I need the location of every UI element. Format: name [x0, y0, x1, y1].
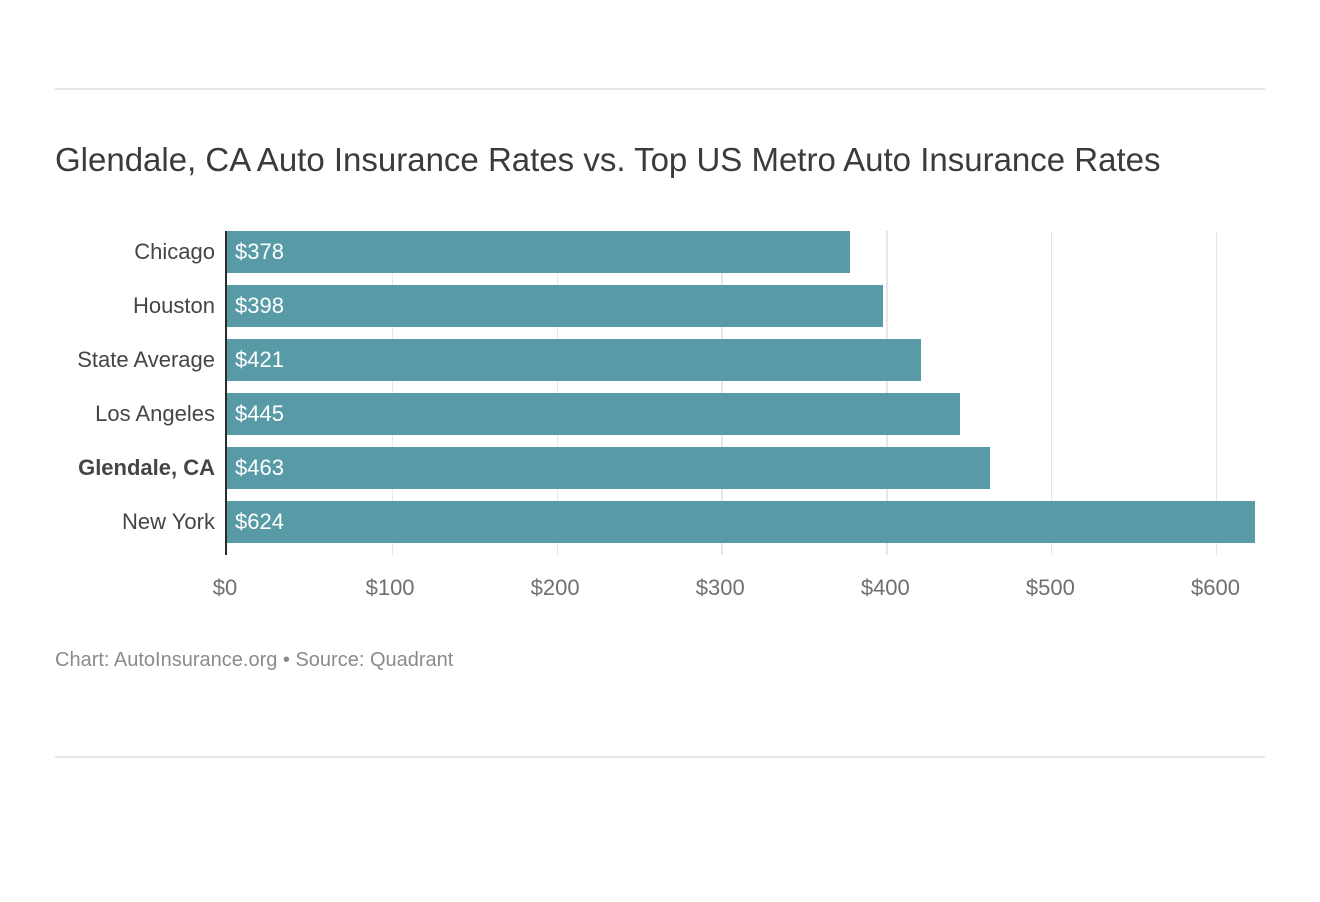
bar-value-label: $398	[227, 293, 284, 319]
bar: $624	[227, 501, 1255, 543]
bar: $421	[227, 339, 921, 381]
y-axis-label: New York	[55, 501, 215, 543]
chart-area: Chicago Houston State Average Los Angeles Gl…	[55, 231, 1265, 611]
chart-credit: Chart: AutoInsurance.org • Source: Quadr…	[55, 649, 1265, 672]
bar-value-label: $421	[227, 347, 284, 373]
chart-title: Glendale, CA Auto Insurance Rates vs. To…	[55, 138, 1265, 183]
y-axis-label: Houston	[55, 285, 215, 327]
bar-row: $398	[227, 285, 1265, 327]
x-tick-label: $200	[531, 575, 580, 601]
bar-value-label: $378	[227, 239, 284, 265]
y-axis-label: Chicago	[55, 231, 215, 273]
bar-value-label: $445	[227, 401, 284, 427]
bar-row: $463	[227, 447, 1265, 489]
bar: $463	[227, 447, 990, 489]
x-tick-label: $300	[696, 575, 745, 601]
bar: $398	[227, 285, 883, 327]
divider-bottom	[55, 756, 1265, 758]
y-axis-labels: Chicago Houston State Average Los Angeles Gl…	[55, 231, 215, 555]
x-tick-label: $0	[213, 575, 237, 601]
plot-region: $378 $398 $421 $445 $463 $624	[225, 231, 1265, 555]
chart-container: Glendale, CA Auto Insurance Rates vs. To…	[0, 0, 1320, 758]
divider-top	[55, 88, 1265, 90]
x-tick-label: $600	[1191, 575, 1240, 601]
bar: $445	[227, 393, 960, 435]
y-axis-label: Los Angeles	[55, 393, 215, 435]
bar-row: $421	[227, 339, 1265, 381]
bar-row: $445	[227, 393, 1265, 435]
y-axis-label: State Average	[55, 339, 215, 381]
bar-value-label: $463	[227, 455, 284, 481]
y-axis-label: Glendale, CA	[55, 447, 215, 489]
bar-row: $378	[227, 231, 1265, 273]
x-tick-label: $500	[1026, 575, 1075, 601]
x-tick-label: $400	[861, 575, 910, 601]
bar-row: $624	[227, 501, 1265, 543]
bar: $378	[227, 231, 850, 273]
x-tick-label: $100	[366, 575, 415, 601]
x-axis: $0$100$200$300$400$500$600	[225, 565, 1265, 611]
bar-value-label: $624	[227, 509, 284, 535]
